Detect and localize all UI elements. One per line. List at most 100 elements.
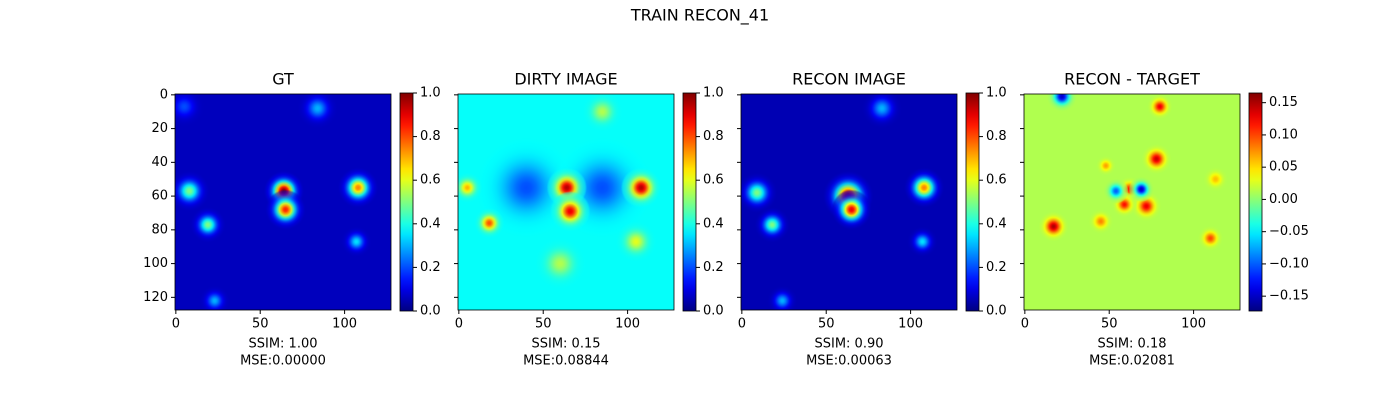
x-tick-label: 0 [1021, 317, 1029, 332]
blob [175, 170, 210, 212]
blob [907, 226, 938, 257]
colorbar-tick-label: 0.2 [986, 260, 1007, 275]
blob [341, 226, 372, 257]
colorbar-tick-label: 0.00 [1269, 192, 1298, 207]
blob [1141, 143, 1172, 175]
panel-title: GT [272, 70, 294, 89]
x-label: MSE:0.02081 [1089, 354, 1175, 369]
blob [297, 94, 338, 129]
x-tick-label: 50 [252, 317, 269, 332]
x-tick-label: 50 [818, 317, 835, 332]
colorbar-tick-label: −0.05 [1269, 224, 1309, 239]
x-tick-label: 100 [615, 317, 640, 332]
colorbar-tick-label: 0.4 [703, 216, 724, 231]
blob [1095, 155, 1116, 176]
blob [861, 94, 903, 129]
blob [1147, 94, 1173, 120]
x-tick-label: 100 [1181, 317, 1206, 332]
blob [1103, 178, 1129, 204]
colorbar-tick-label: 0.2 [703, 260, 724, 275]
panel-title: RECON - TARGET [1064, 70, 1200, 89]
x-tick-label: 0 [172, 317, 180, 332]
y-tick-label: 20 [151, 121, 168, 136]
colorbar-tick-label: 0.05 [1269, 160, 1298, 175]
panel-title: DIRTY IMAGE [514, 70, 617, 89]
colorbar-tick-label: 0.6 [986, 173, 1007, 188]
colorbar-tick-label: 0.8 [986, 129, 1007, 144]
axes-frame [740, 93, 958, 311]
x-label: MSE:0.08844 [523, 354, 609, 369]
colorbar-tick-label: 1.0 [420, 86, 441, 101]
x-label: SSIM: 0.18 [1097, 337, 1166, 352]
blob [1088, 208, 1114, 235]
x-label: MSE:0.00063 [806, 354, 892, 369]
blob [1197, 225, 1224, 251]
y-tick-label: 100 [143, 256, 168, 271]
colorbar-tick-label: 0.8 [420, 129, 441, 144]
blob [831, 189, 872, 230]
axes-frame [1023, 93, 1241, 311]
figure-title: TRAIN RECON_41 [630, 6, 769, 26]
colorbar-tick-label: 0.0 [986, 304, 1007, 319]
blob [754, 207, 790, 243]
heatmap [1024, 94, 1240, 310]
blob [620, 167, 662, 208]
colorbar-tick-label: 1.0 [986, 86, 1007, 101]
colorbar [682, 92, 697, 312]
y-tick-label: 120 [143, 290, 168, 305]
colorbar-tick-label: 0.2 [420, 260, 441, 275]
blob [175, 94, 205, 127]
x-label: SSIM: 0.90 [814, 337, 883, 352]
blob [582, 94, 623, 132]
heatmap [741, 94, 957, 310]
x-label: MSE:0.00000 [240, 354, 326, 369]
x-tick-label: 100 [898, 317, 923, 332]
blob [474, 207, 505, 239]
x-tick-label: 100 [332, 317, 357, 332]
colorbar-tick-label: 0.4 [986, 216, 1007, 231]
blob [458, 172, 483, 203]
blob [767, 285, 798, 310]
colorbar-tick-label: 0.0 [703, 304, 724, 319]
x-label: SSIM: 1.00 [248, 337, 317, 352]
blob [549, 191, 591, 232]
x-tick-label: 50 [535, 317, 552, 332]
colorbar-tick-label: 0.8 [703, 129, 724, 144]
blob [534, 238, 586, 289]
heatmap [458, 94, 674, 310]
axes-frame [174, 93, 392, 311]
colorbar-tick-label: 0.4 [420, 216, 441, 231]
x-tick-label: 50 [1101, 317, 1118, 332]
blob [903, 167, 945, 208]
colorbar-tick-label: 1.0 [703, 86, 724, 101]
colorbar [399, 92, 414, 312]
y-tick-label: 80 [151, 222, 168, 237]
blob [741, 172, 778, 213]
heatmap [175, 94, 391, 310]
colorbar-tick-label: 0.6 [420, 173, 441, 188]
y-tick-label: 40 [151, 155, 168, 170]
blob [337, 167, 379, 208]
blob [265, 189, 306, 230]
blob [1046, 94, 1078, 112]
x-tick-label: 0 [455, 317, 463, 332]
panel-title: RECON IMAGE [792, 70, 906, 89]
y-tick-label: 60 [151, 189, 168, 204]
blob [1038, 211, 1069, 242]
colorbar-tick-label: 0.0 [420, 304, 441, 319]
colorbar-tick-label: −0.10 [1269, 256, 1309, 271]
colorbar-tick-label: 0.15 [1269, 95, 1298, 110]
colorbar [965, 92, 980, 312]
axes-frame [457, 93, 675, 311]
colorbar-tick-label: 0.10 [1269, 127, 1298, 142]
blob [1202, 166, 1229, 192]
blob [190, 207, 226, 243]
x-tick-label: 0 [738, 317, 746, 332]
x-label: SSIM: 0.15 [531, 337, 600, 352]
colorbar-tick-label: −0.15 [1269, 289, 1309, 304]
colorbar [1248, 92, 1263, 312]
blob [1128, 176, 1154, 202]
y-tick-label: 0 [160, 87, 168, 102]
blob [615, 221, 657, 262]
